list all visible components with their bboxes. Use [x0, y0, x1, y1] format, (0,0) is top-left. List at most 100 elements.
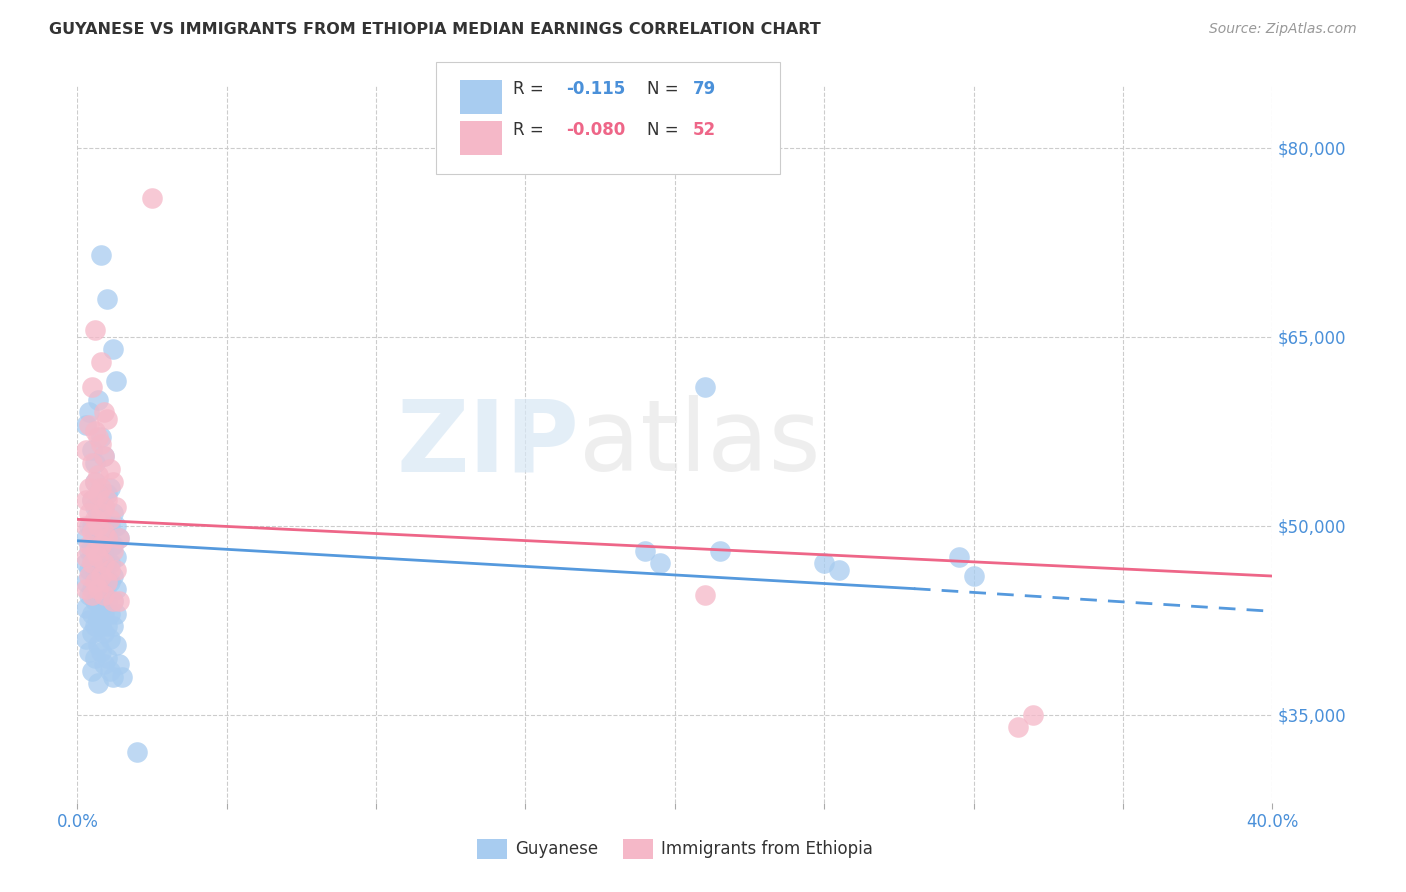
Point	[108, 531, 131, 545]
Point	[111, 670, 134, 684]
Point	[98, 557, 121, 571]
Point	[693, 380, 716, 394]
Point	[84, 544, 107, 558]
Point	[103, 475, 124, 489]
Point	[96, 411, 118, 425]
Point	[98, 518, 121, 533]
Point	[84, 475, 107, 489]
Point	[93, 450, 115, 464]
Point	[96, 557, 118, 571]
Point	[79, 544, 101, 558]
Point	[84, 500, 107, 514]
Point	[75, 443, 97, 458]
Point	[79, 645, 101, 659]
Point	[75, 550, 97, 565]
Point	[82, 456, 104, 470]
Point	[108, 657, 131, 672]
Point	[82, 493, 104, 508]
Text: ZIP: ZIP	[396, 395, 579, 492]
Point	[105, 374, 128, 388]
Point	[963, 569, 986, 583]
Point	[93, 588, 115, 602]
Text: -0.115: -0.115	[567, 80, 626, 98]
Point	[90, 430, 112, 444]
Point	[87, 531, 110, 545]
Point	[103, 569, 124, 583]
Point	[79, 481, 101, 495]
Point	[96, 575, 118, 590]
Point	[87, 594, 110, 608]
Legend: Guyanese, Immigrants from Ethiopia: Guyanese, Immigrants from Ethiopia	[477, 838, 873, 859]
Point	[82, 557, 104, 571]
Point	[634, 544, 657, 558]
Point	[98, 481, 121, 495]
Point	[90, 537, 112, 551]
Text: R =: R =	[513, 121, 550, 139]
Point	[103, 670, 124, 684]
Point	[105, 500, 128, 514]
Point	[87, 506, 110, 520]
Point	[82, 518, 104, 533]
Point	[141, 191, 163, 205]
Point	[84, 323, 107, 337]
Point	[93, 607, 115, 621]
Text: -0.080: -0.080	[567, 121, 626, 139]
Point	[79, 537, 101, 551]
Point	[93, 625, 115, 640]
Point	[108, 594, 131, 608]
Point	[105, 518, 128, 533]
Point	[93, 563, 115, 577]
Point	[84, 569, 107, 583]
Point	[1022, 707, 1045, 722]
Point	[98, 512, 121, 526]
Point	[90, 437, 112, 451]
Point	[79, 506, 101, 520]
Point	[75, 582, 97, 596]
Point	[87, 487, 110, 501]
Point	[105, 582, 128, 596]
Point	[90, 582, 112, 596]
Point	[90, 512, 112, 526]
Point	[87, 569, 110, 583]
Point	[98, 632, 121, 646]
Text: 52: 52	[693, 121, 716, 139]
Point	[84, 475, 107, 489]
Point	[90, 569, 112, 583]
Point	[93, 500, 115, 514]
Point	[75, 632, 97, 646]
Point	[79, 518, 101, 533]
Point	[98, 563, 121, 577]
Point	[108, 531, 131, 545]
Text: N =: N =	[647, 80, 683, 98]
Point	[82, 582, 104, 596]
Point	[90, 248, 112, 262]
Point	[103, 537, 124, 551]
Point	[90, 506, 112, 520]
Text: 79: 79	[693, 80, 717, 98]
Point	[948, 550, 970, 565]
Point	[75, 518, 97, 533]
Point	[103, 594, 124, 608]
Point	[82, 493, 104, 508]
Point	[709, 544, 731, 558]
Point	[105, 563, 128, 577]
Point	[693, 588, 716, 602]
Point	[84, 575, 107, 590]
Point	[82, 524, 104, 539]
Point	[82, 544, 104, 558]
Point	[98, 462, 121, 476]
Point	[75, 493, 97, 508]
Point	[79, 563, 101, 577]
Text: atlas: atlas	[579, 395, 821, 492]
Point	[105, 607, 128, 621]
Point	[79, 417, 101, 432]
Point	[82, 380, 104, 394]
Point	[93, 405, 115, 419]
Point	[93, 657, 115, 672]
Point	[82, 625, 104, 640]
Point	[127, 746, 149, 760]
Text: GUYANESE VS IMMIGRANTS FROM ETHIOPIA MEDIAN EARNINGS CORRELATION CHART: GUYANESE VS IMMIGRANTS FROM ETHIOPIA MED…	[49, 22, 821, 37]
Point	[93, 500, 115, 514]
Point	[82, 557, 104, 571]
Point	[75, 575, 97, 590]
